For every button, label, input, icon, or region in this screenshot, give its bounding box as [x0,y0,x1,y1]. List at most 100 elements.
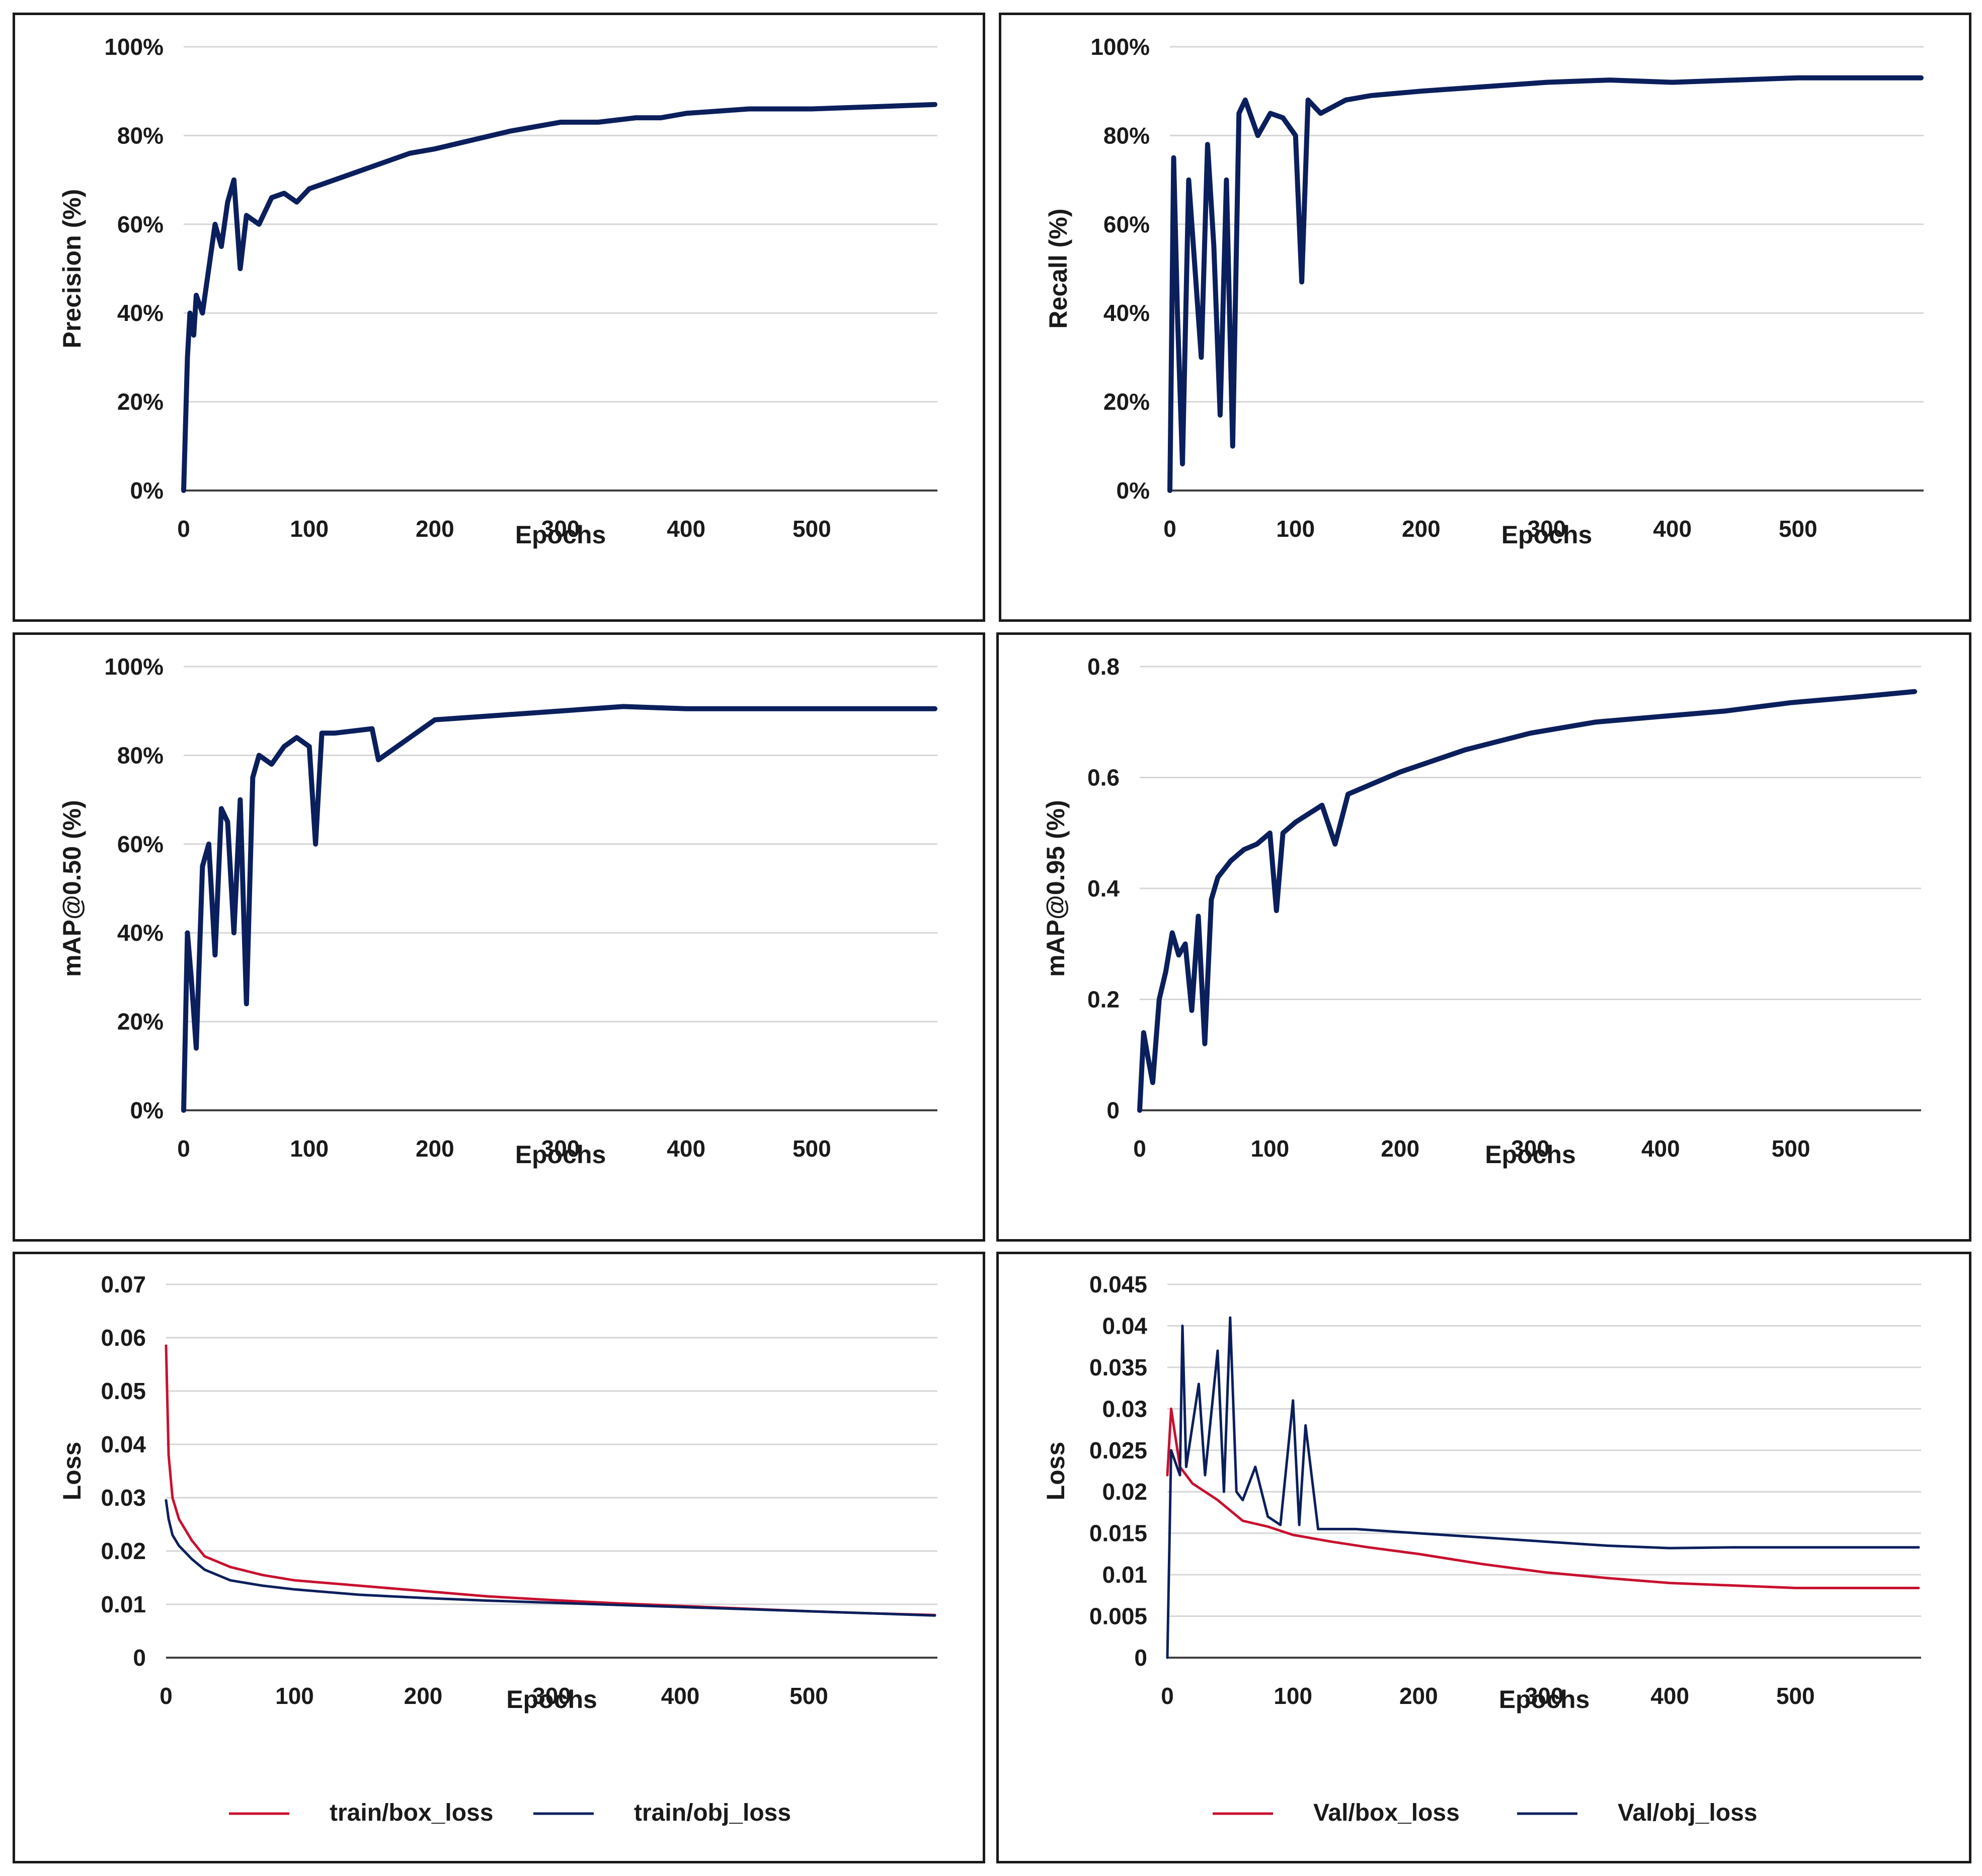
chart-5-x-tick-label: 300 [1525,1683,1564,1709]
chart-panel-recall: 0% 20% 40% 60% 80% 100% 0 100 200 300 400 500 Epochs… [999,13,1971,622]
chart-2-x-axis-title: Epochs [515,1140,606,1169]
chart-1-y-tick-label: 80% [1103,122,1150,148]
chart-5-series-val-obj-loss [1166,1316,1920,1659]
chart-panel-map95: 0 0.2 0.4 0.6 0.8 0 100 200 300 400 500 Epochs mAP@0… [996,632,1971,1242]
chart-3-x-tick-label: 400 [1641,1135,1680,1162]
chart-2-x-tick-label: 100 [290,1135,329,1162]
chart-2-y-tick-label: 80% [117,742,164,768]
chart-4-x-axis-title: Epochs [506,1685,597,1714]
chart-4-x-tick-label: 200 [404,1683,443,1709]
chart-4-x-tick-label: 500 [789,1683,828,1709]
chart-3-y-tick-label: 0 [1106,1097,1120,1123]
chart-2-x-tick-label: 200 [416,1135,454,1162]
chart-5-y-tick-label: 0.02 [1102,1479,1147,1505]
chart-3-x-tick-label: 500 [1772,1135,1810,1162]
chart-3-y-tick-label: 0.8 [1087,654,1120,680]
chart-5-y-tick-label: 0.005 [1089,1603,1147,1629]
chart-map95: 0 0.2 0.4 0.6 0.8 0 100 200 300 400 500 Epochs mAP@0… [1042,654,1921,1169]
chart-5-x-tick-label: 400 [1650,1683,1689,1709]
chart-1-x-tick-label: 400 [1653,516,1692,542]
chart-3-x-tick-label: 300 [1511,1135,1550,1162]
chart-4-x-tick-label: 0 [160,1683,173,1709]
chart-5-y-tick-label: 0.035 [1089,1354,1147,1380]
chart-0-x-tick-label: 300 [541,516,580,542]
chart-5-y-tick-label: 0.01 [1102,1562,1147,1588]
chart-panel-train-loss: 0 0.01 0.02 0.03 0.04 0.05 0.06 0.07 0 100 200 300 4… [13,1252,985,1863]
chart-4-y-tick-label: 0.07 [101,1271,146,1297]
chart-1-y-tick-label: 60% [1103,211,1150,237]
chart-1-y-axis-title: Recall (%) [1044,209,1072,329]
chart-2-x-tick-label: 0 [177,1135,190,1162]
chart-1-series-recall [1167,75,1924,493]
chart-panel-precision: 0% 20% 40% 60% 80% 100% 0 100 200 300 400 500 Epochs… [13,13,985,622]
chart-panel-val-loss: 0 0.005 0.01 0.015 0.02 0.025 0.03 0.035 0.04 0.0… [996,1252,1971,1863]
chart-5-y-axis-title: Loss [1042,1442,1070,1501]
chart-0-y-tick-label: 40% [117,300,164,326]
chart-3-y-tick-label: 0.6 [1087,765,1120,791]
chart-recall: 0% 20% 40% 60% 80% 100% 0 100 200 300 400 500 Epochs… [1044,34,1924,549]
chart-2-series-map50 [181,704,937,1113]
chart-2-y-tick-label: 0% [130,1097,164,1123]
chart-0-y-tick-label: 0% [130,477,164,504]
chart-2-x-tick-label: 400 [667,1135,705,1162]
chart-0-x-tick-label: 0 [177,516,190,542]
chart-0-x-axis-title: Epochs [515,521,606,549]
chart-0-x-tick-label: 500 [792,516,831,542]
chart-0-y-tick-label: 60% [117,211,164,237]
chart-3-x-axis-title: Epochs [1485,1140,1576,1169]
chart-1-x-axis-title: Epochs [1501,521,1593,549]
chart-1-x-tick-label: 0 [1163,516,1176,542]
chart-5-y-tick-label: 0.04 [1102,1313,1147,1339]
chart-3-x-tick-label: 0 [1133,1135,1146,1162]
chart-panel-map50: 0% 20% 40% 60% 80% 100% 0 100 200 300 400 500 Epochs… [13,632,985,1242]
chart-2-y-tick-label: 100% [104,654,164,680]
chart-3-series-map95 [1137,689,1918,1113]
chart-4-y-tick-label: 0.02 [101,1538,146,1564]
chart-1-y-tick-label: 0% [1117,477,1150,504]
chart-1-y-tick-label: 20% [1103,389,1150,415]
chart-3-x-tick-label: 100 [1250,1135,1289,1162]
chart-0-x-tick-label: 400 [667,516,705,542]
chart-4-y-tick-label: 0.05 [101,1378,146,1404]
chart-5-x-tick-label: 500 [1776,1683,1815,1709]
chart-2-y-tick-label: 60% [117,831,164,857]
chart-0-y-axis-title: Precision (%) [58,189,86,349]
chart-5-x-axis-title: Epochs [1499,1685,1590,1714]
chart-1-x-tick-label: 500 [1779,516,1817,542]
chart-2-x-tick-label: 300 [541,1135,580,1162]
chart-4-y-tick-label: 0.04 [101,1431,146,1457]
chart-0-x-tick-label: 200 [416,516,454,542]
chart-1-x-tick-label: 200 [1402,516,1441,542]
chart-5-x-tick-label: 0 [1161,1683,1174,1709]
chart-4-y-tick-label: 0.03 [101,1485,146,1511]
chart-5-legend-label: Val/obj_loss [1618,1800,1757,1826]
chart-1-y-tick-label: 100% [1090,34,1150,60]
chart-1-y-tick-label: 40% [1103,300,1150,326]
chart-4-x-tick-label: 300 [532,1683,571,1709]
chart-4-x-tick-label: 100 [275,1683,314,1709]
chart-1-x-tick-label: 100 [1276,516,1315,542]
chart-4-series-train-obj-loss [165,1499,936,1617]
chart-5-y-tick-label: 0.025 [1089,1437,1147,1463]
chart-val-loss: 0 0.005 0.01 0.015 0.02 0.025 0.03 0.035 0.04 0.0… [1042,1271,1921,1826]
chart-4-legend-label: train/obj_loss [634,1800,791,1826]
chart-3-y-tick-label: 0.4 [1087,875,1120,902]
chart-5-x-tick-label: 100 [1274,1683,1312,1709]
chart-2-x-tick-label: 500 [792,1135,831,1162]
chart-2-y-tick-label: 20% [117,1009,164,1035]
chart-4-legend-label: train/box_loss [330,1800,493,1826]
chart-5-x-tick-label: 200 [1399,1683,1438,1709]
chart-4-y-tick-label: 0.01 [101,1591,146,1617]
chart-1-x-tick-label: 300 [1528,516,1566,542]
chart-4-x-tick-label: 400 [661,1683,700,1709]
chart-train-loss: 0 0.01 0.02 0.03 0.04 0.05 0.06 0.07 0 100 200 300 4… [58,1271,937,1826]
chart-0-y-tick-label: 20% [117,389,164,415]
chart-5-y-tick-label: 0 [1134,1645,1147,1671]
chart-4-y-axis-title: Loss [58,1442,86,1501]
chart-map50: 0% 20% 40% 60% 80% 100% 0 100 200 300 400 500 Epochs… [58,654,937,1169]
chart-3-x-tick-label: 200 [1381,1135,1419,1162]
chart-0-y-tick-label: 80% [117,122,164,148]
chart-2-y-axis-title: mAP@0.50 (%) [58,800,86,977]
chart-5-y-tick-label: 0.045 [1089,1271,1147,1297]
chart-4-series-train-box-loss [165,1344,936,1616]
